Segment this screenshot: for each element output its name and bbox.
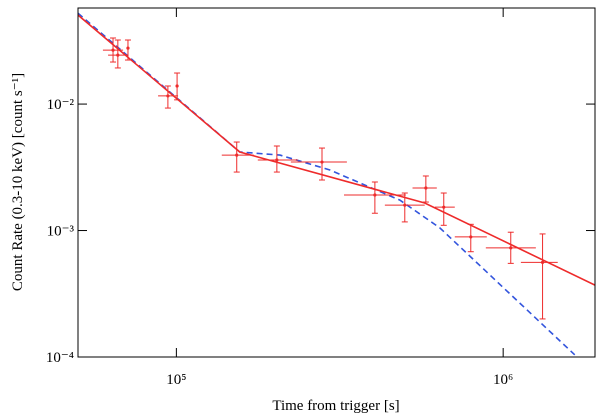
data-point xyxy=(126,46,130,50)
data-point xyxy=(275,158,279,162)
x-axis-label: Time from trigger [s] xyxy=(272,398,399,414)
data-point xyxy=(424,186,428,190)
data-point xyxy=(116,53,120,57)
model-line xyxy=(78,14,595,286)
x-tick-label: 10⁶ xyxy=(493,372,513,388)
data-point xyxy=(175,84,179,88)
y-tick-label: 10⁻⁴ xyxy=(46,350,74,366)
data-point xyxy=(166,94,170,98)
plot-frame xyxy=(77,7,596,358)
y-axis-label: Count Rate (0.3-10 keV) [count s⁻¹] xyxy=(10,73,26,291)
data-point xyxy=(373,193,377,197)
data-point xyxy=(540,260,545,264)
data-point xyxy=(235,153,239,157)
model-line xyxy=(78,12,576,356)
data-point xyxy=(509,246,513,250)
data-point xyxy=(111,48,115,52)
data-point xyxy=(403,203,407,207)
data-point xyxy=(320,160,324,164)
data-point xyxy=(442,205,446,209)
y-tick-label: 10⁻² xyxy=(47,97,75,113)
x-tick-label: 10⁵ xyxy=(166,372,186,388)
data-point xyxy=(469,235,473,239)
y-tick-label: 10⁻³ xyxy=(47,224,75,240)
